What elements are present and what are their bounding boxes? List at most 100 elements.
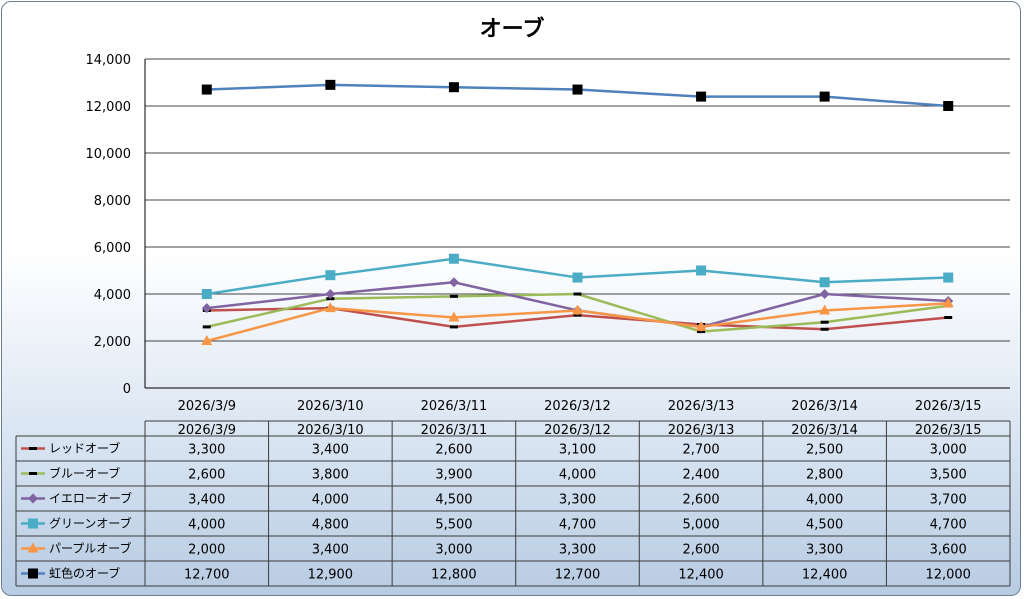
- table-header-cell: 2026/3/13: [668, 423, 735, 438]
- table-cell: 4,000: [806, 493, 843, 508]
- table-cell: 2,600: [188, 468, 225, 483]
- data-point: [942, 297, 954, 308]
- y-tick-label: 12,000: [86, 100, 132, 115]
- legend-key: [21, 447, 45, 450]
- table-cell: 4,000: [188, 518, 225, 533]
- table-cell: 4,700: [930, 518, 967, 533]
- x-tick-label: 2026/3/14: [791, 399, 858, 414]
- data-point: [944, 316, 953, 319]
- legend-marker: [29, 472, 37, 475]
- y-tick-label: 2,000: [94, 335, 131, 350]
- y-tick-label: 8,000: [94, 194, 131, 209]
- table-cell: 3,400: [312, 443, 349, 458]
- data-point: [819, 91, 830, 102]
- table-header-cell: 2026/3/10: [297, 423, 364, 438]
- table-header-cell: 2026/3/9: [178, 423, 236, 438]
- table-cell: 3,300: [188, 443, 225, 458]
- x-tick-label: 2026/3/10: [297, 399, 364, 414]
- table-cell: 4,000: [559, 468, 596, 483]
- data-point: [572, 272, 583, 283]
- table-cell: 3,300: [559, 543, 596, 558]
- x-tick-label: 2026/3/9: [178, 399, 236, 414]
- data-point: [943, 101, 954, 111]
- series-グリーンオーブ: [201, 253, 954, 299]
- table-cell: 12,700: [184, 568, 230, 583]
- chart-title: オーブ: [480, 16, 545, 42]
- data-point: [943, 272, 954, 283]
- legend-label: レッドオーブ: [49, 441, 120, 456]
- table-header-cell: 2026/3/11: [421, 423, 488, 438]
- table-cell: 5,500: [435, 518, 472, 533]
- table-cell: 3,900: [435, 468, 472, 483]
- legend-label: イエローオーブ: [49, 491, 132, 506]
- table-cell: 4,800: [312, 518, 349, 533]
- data-point: [696, 91, 707, 102]
- table-cell: 4,500: [806, 518, 843, 533]
- series-虹色のオーブ: [201, 79, 954, 111]
- data-table: 2026/3/9 2026/3/10 2026/3/11 2026/3/12 2026/…: [15, 420, 1011, 587]
- legend-key: [21, 472, 45, 475]
- table-cell: 12,900: [308, 568, 354, 583]
- table-cell: 2,000: [188, 543, 225, 558]
- table-cell: 3,300: [806, 543, 843, 558]
- table-cell: 3,100: [559, 443, 596, 458]
- table-cell: 4,000: [312, 493, 349, 508]
- table-cell: 4,500: [435, 493, 472, 508]
- data-point: [819, 289, 830, 299]
- legend-marker: [28, 493, 38, 504]
- data-point: [448, 277, 459, 288]
- data-point: [448, 82, 459, 93]
- series-lines: [201, 79, 954, 345]
- table-cell: 12,400: [678, 568, 724, 583]
- legend-marker: [28, 568, 38, 579]
- table-cell: 2,700: [682, 443, 719, 458]
- legend-key: [21, 568, 45, 579]
- data-point: [325, 289, 336, 299]
- data-point: [572, 304, 583, 315]
- series-パープルオーブ: [201, 297, 954, 345]
- table-cell: 5,000: [682, 518, 719, 533]
- table-cell: 4,700: [559, 518, 596, 533]
- table-cell: 2,600: [682, 543, 719, 558]
- y-axis-ticks: 0 2,000 4,000 6,000 8,000 10,000 12,000 14,000: [86, 53, 132, 397]
- data-point: [573, 292, 582, 296]
- data-point: [448, 311, 460, 322]
- data-point: [202, 325, 211, 329]
- legend-key: [21, 493, 45, 504]
- grid-lines: [144, 58, 1010, 389]
- table-header-cell: 2026/3/15: [915, 423, 982, 438]
- data-point: [820, 327, 829, 331]
- legend-key: [21, 542, 45, 553]
- legend-marker: [27, 542, 39, 553]
- table-cell: 3,700: [930, 493, 967, 508]
- table-cell: 3,400: [312, 543, 349, 558]
- data-point: [696, 265, 707, 276]
- table-header-cell: 2026/3/12: [544, 423, 611, 438]
- x-axis-ticks: 2026/3/9 2026/3/10 2026/3/11 2026/3/12 2026/…: [178, 399, 982, 414]
- y-tick-label: 4,000: [94, 288, 131, 303]
- data-point: [325, 270, 336, 281]
- legend-marker: [28, 518, 38, 529]
- data-point: [449, 294, 458, 298]
- data-point: [201, 289, 212, 299]
- data-point: [201, 84, 212, 95]
- table-cell: 12,800: [431, 568, 477, 583]
- data-point: [695, 320, 707, 331]
- table-cell: 3,800: [312, 468, 349, 483]
- table-cell: 3,000: [930, 443, 967, 458]
- table-cell: 3,400: [188, 493, 225, 508]
- y-tick-label: 6,000: [94, 241, 131, 256]
- data-point: [201, 335, 213, 345]
- legend-label: パープルオーブ: [49, 541, 132, 556]
- data-point: [325, 79, 336, 90]
- legend-label: 虹色のオーブ: [49, 566, 120, 581]
- data-point: [820, 320, 829, 324]
- table-cell: 12,700: [555, 568, 601, 583]
- data-point: [819, 304, 831, 315]
- table-cell: 2,600: [435, 443, 472, 458]
- table-cell: 2,400: [682, 468, 719, 483]
- table-cell: 2,500: [806, 443, 843, 458]
- y-tick-label: 10,000: [86, 147, 132, 162]
